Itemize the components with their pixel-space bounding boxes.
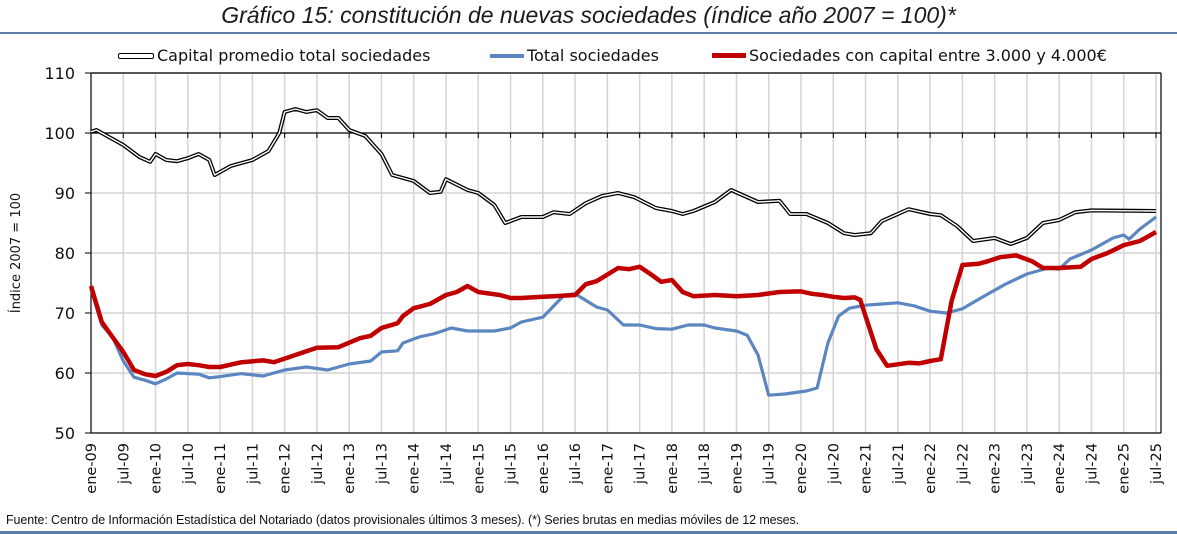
x-tick-label: jul-21	[891, 443, 907, 485]
legend-item-capital-promedio: Capital promedio total sociedades	[118, 46, 430, 65]
x-tick-label: ene-14	[407, 443, 423, 494]
series-lines	[88, 107, 1158, 397]
legend-swatch-capital-3000-4000	[712, 53, 746, 58]
x-tick-label: jul-20	[826, 443, 842, 485]
x-tick-label: jul-09	[116, 443, 132, 485]
x-tick-label: jul-16	[568, 443, 584, 485]
legend-swatch-capital-promedio	[118, 52, 154, 59]
legend-item-capital-3000-4000: Sociedades con capital entre 3.000 y 4.0…	[712, 46, 1107, 65]
x-tick-label: ene-16	[536, 443, 552, 494]
x-tick-label: jul-14	[439, 443, 455, 485]
x-tick-label: jul-13	[374, 443, 390, 485]
y-axis-label: Índice 2007 = 100	[8, 193, 24, 313]
y-axis-ticks: 50 60 70 80 90 100 110	[44, 64, 75, 443]
y-tick-label: 90	[55, 184, 75, 203]
series-line-sociedades-con-capital-entre-3-000-y-4-000	[88, 230, 1158, 379]
title-divider	[0, 32, 1177, 34]
series-line-total-sociedades	[89, 215, 1157, 397]
x-tick-label: ene-24	[1052, 443, 1068, 494]
source-note: Fuente: Centro de Información Estadístic…	[6, 513, 800, 527]
x-tick-label: jul-18	[697, 443, 713, 485]
x-tick-label: ene-23	[988, 443, 1004, 494]
y-tick-label: 70	[55, 304, 75, 323]
legend-label-capital-promedio: Capital promedio total sociedades	[157, 46, 431, 65]
axes	[85, 72, 1162, 434]
chart-title: Gráfico 15: constitución de nuevas socie…	[221, 2, 956, 28]
series-line-capital-promedio-total-sociedades	[90, 107, 1157, 246]
x-tick-label: jul-19	[762, 443, 778, 485]
x-tick-label: jul-25	[1149, 443, 1165, 485]
x-tick-label: jul-23	[1020, 443, 1036, 485]
y-tick-label: 50	[55, 424, 75, 443]
y-tick-label: 100	[44, 124, 75, 143]
y-tick-label: 110	[44, 64, 75, 83]
x-tick-label: jul-15	[504, 443, 520, 485]
x-tick-label: ene-11	[213, 443, 229, 494]
legend-item-total-sociedades: Total sociedades	[490, 46, 659, 65]
x-tick-label: ene-21	[859, 443, 875, 494]
legend-label-total-sociedades: Total sociedades	[527, 46, 659, 65]
x-tick-label: ene-18	[665, 443, 681, 494]
x-tick-label: jul-12	[310, 443, 326, 485]
chart-legend: Capital promedio total sociedades Total …	[0, 46, 1177, 70]
y-tick-label: 60	[55, 364, 75, 383]
x-tick-label: ene-15	[471, 443, 487, 494]
x-axis-ticks: ene-09 jul-09 ene-10 jul-10 ene-11 jul-11 ene-…	[84, 443, 1165, 494]
x-tick-label: ene-17	[600, 443, 616, 494]
x-tick-label: jul-17	[633, 443, 649, 485]
x-tick-label: jul-24	[1084, 443, 1100, 485]
x-tick-label: jul-22	[955, 443, 971, 485]
legend-swatch-total-sociedades	[490, 53, 524, 58]
gridlines	[91, 72, 1161, 433]
x-tick-label: ene-22	[923, 443, 939, 494]
x-tick-label: jul-10	[181, 443, 197, 485]
x-tick-label: ene-25	[1117, 443, 1133, 494]
legend-label-capital-3000-4000: Sociedades con capital entre 3.000 y 4.0…	[749, 46, 1107, 65]
x-tick-label: ene-19	[729, 443, 745, 494]
x-tick-label: ene-12	[278, 443, 294, 494]
x-tick-label: jul-11	[245, 443, 261, 485]
x-tick-label: ene-10	[149, 443, 165, 494]
y-tick-label: 80	[55, 244, 75, 263]
x-tick-label: ene-13	[342, 443, 358, 494]
footer-divider	[0, 531, 1177, 534]
series-line-capital-promedio-total-sociedades-inner	[90, 108, 1157, 245]
x-tick-label: ene-20	[794, 443, 810, 494]
x-tick-label: ene-09	[84, 443, 100, 494]
